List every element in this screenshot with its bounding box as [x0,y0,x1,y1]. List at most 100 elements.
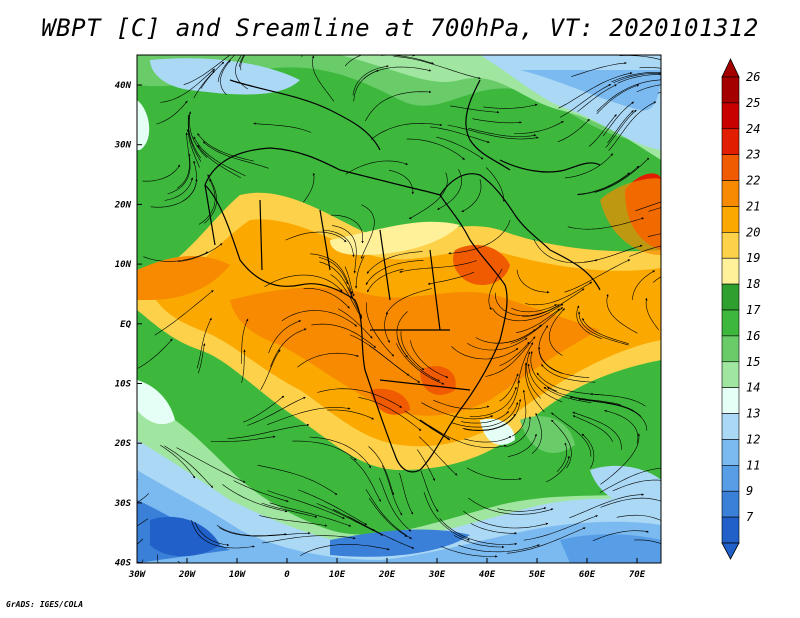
latitude-label: 10S [115,380,132,390]
streamline [393,56,481,80]
streamline [384,312,390,343]
streamline [298,489,368,526]
streamline [582,317,629,344]
streamline [300,544,390,556]
streamline [469,386,517,417]
streamline [611,72,661,83]
streamline [577,165,640,196]
streamline [345,160,408,175]
streamline [337,308,373,339]
streamline [581,433,595,469]
streamline [468,128,537,137]
streamline [406,138,465,160]
streamline [186,128,200,168]
streamline [200,61,225,89]
wbpt-field [137,55,661,563]
streamline [472,118,522,124]
streamline [440,546,498,558]
streamline [222,484,288,513]
streamline [507,527,586,554]
colorbar: 26 25 24 23 22 21 20 19 18 17 16 15 14 13 12 11 9 7 [721,58,761,560]
streamline [285,231,347,243]
colorbar-segment [721,128,740,155]
colorbar-segment [721,335,740,363]
streamline [461,179,482,213]
streamline [427,271,475,285]
streamline [267,490,345,519]
streamline [143,251,209,262]
streamline [578,398,648,431]
streamline [451,402,519,428]
streamline [652,276,661,283]
streamline [507,380,521,410]
streamline [303,288,350,309]
streamline [564,259,631,293]
map-frame [136,54,662,564]
streamline [354,255,365,289]
streamline [154,290,214,336]
streamline [399,473,414,515]
streamline [436,136,484,160]
streamline [243,395,285,423]
streamline [605,109,637,148]
streamline [247,396,306,426]
streamline [499,373,519,402]
streamline [349,457,381,502]
colorbar-label: 9 [746,484,753,498]
streamline [217,55,236,83]
streamline [564,153,614,179]
streamline [639,67,661,69]
streamline [536,372,604,396]
latitude-labels: 40N 30N 20N 10N EQ 10S 20S 30S 40S [114,81,142,569]
colorbar-label: 14 [746,381,760,395]
streamline [447,124,539,140]
colorbar-label: 26 [746,70,760,84]
streamline [330,214,364,244]
streamline [309,436,372,469]
streamline [381,465,403,516]
streamline [453,535,505,549]
streamline [261,502,318,518]
streamline [657,92,661,94]
streamline [366,251,423,274]
longitude-labels: 30W 20W 10W 0 10E 20E 30E 40E 50E 60E 70E [128,558,646,580]
colorbar-label: 21 [746,199,760,213]
streamline [318,257,349,285]
streamline [262,535,356,544]
colorbar-segment [721,283,740,311]
streamline [470,523,517,535]
streamline [517,342,534,384]
streamline [463,398,522,432]
streamline [177,243,223,262]
streamline [645,297,660,331]
colorbar-label: 7 [746,510,754,524]
colorbar-segment [721,180,740,207]
streamline [363,66,432,80]
streamline [558,72,633,109]
streamline [301,55,303,58]
latitude-label: 40S [115,559,132,569]
streamline [423,492,470,541]
streamline [137,338,173,369]
streamline [194,521,230,547]
streamline [541,364,596,383]
colorbar-segment [721,154,740,181]
streamline [421,402,494,420]
streamline [386,288,432,315]
streamline [577,311,629,346]
streamline [241,318,249,364]
longitude-label: 20W [178,570,197,580]
streamline [399,260,477,273]
streamline [164,177,194,201]
streamline [368,497,408,537]
streamline [260,349,281,391]
colorbar-label: 11 [746,458,760,472]
streamline [311,55,335,102]
streamline [439,518,518,546]
streamline [167,153,191,195]
streamline [379,477,412,532]
streamline [182,160,197,202]
streamline [571,61,627,77]
colorbar-segment [721,76,740,104]
streamline [635,201,661,212]
